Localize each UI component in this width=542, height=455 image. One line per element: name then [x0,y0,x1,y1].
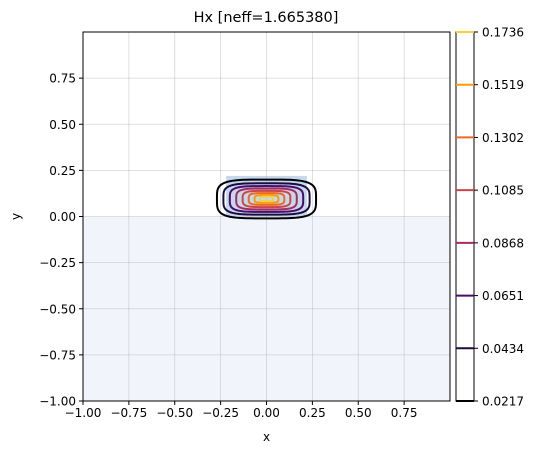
x-tick-label: 0.75 [391,406,418,420]
x-axis-label: x [263,430,270,444]
y-tick-label: −1.00 [39,395,76,409]
colorbar-tick-label: 0.0217 [482,395,524,409]
y-tick-label: 0.75 [49,72,76,86]
colorbar-tick-label: 0.1519 [482,78,524,92]
contour-line-7 [253,194,280,204]
y-tick-label: 0.00 [49,210,76,224]
contour-line-1 [215,178,318,220]
x-tick-label: 0.50 [345,406,372,420]
y-tick-label: −0.50 [39,302,76,316]
contour-line-2 [222,182,311,216]
y-axis-label: y [9,213,23,220]
x-tick-label: −0.75 [110,406,147,420]
colorbar-tick-label: 0.0651 [482,289,524,303]
colorbar-tick-label: 0.0434 [482,342,524,356]
y-tick-label: −0.25 [39,256,76,270]
colorbar: 0.0217 0.0434 0.0651 0.0868 0.1085 0.1302 0.15… [455,26,524,409]
colorbar-tick-label: 0.1736 [482,26,524,40]
colorbar-frame [455,31,475,402]
x-tick-label: −0.25 [202,406,239,420]
colorbar-tick-label: 0.1302 [482,131,524,145]
colorbar-tick-label: 0.1085 [482,184,524,198]
contour-line-5 [241,189,292,209]
x-tick-label: −1.00 [65,406,102,420]
x-tick-label: 0.25 [299,406,326,420]
colorbar-tick-label: 0.0868 [482,236,524,250]
contour-line-8 [259,195,274,203]
plot-area: −1.00 −0.75 −0.50 −0.25 0.00 0.25 0.50 0.75 −1.… [39,31,451,420]
contour-line-6 [247,192,286,206]
y-tick-label: 0.50 [49,118,76,132]
contour-line-3 [228,185,305,213]
y-tick-label: 0.25 [49,164,76,178]
chart-title: Hx [neff=1.665380] [194,10,339,26]
x-tick-label: −0.50 [156,406,193,420]
y-tick-label: −0.75 [39,348,76,362]
contour-line-4 [235,187,298,211]
x-tick-label: 0.00 [253,406,280,420]
